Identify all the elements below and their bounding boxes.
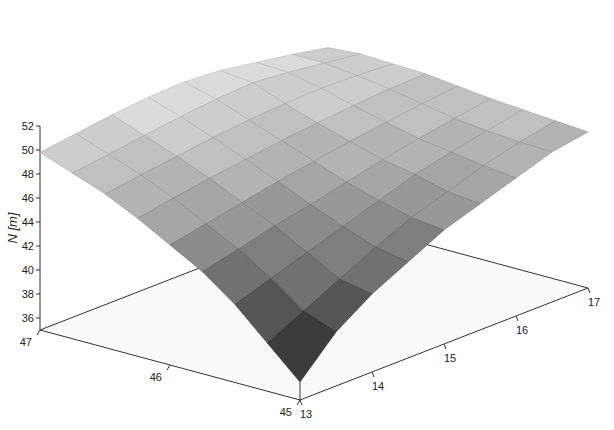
- svg-text:N [m]: N [m]: [5, 212, 20, 243]
- svg-text:44: 44: [22, 216, 34, 228]
- svg-text:48: 48: [22, 168, 34, 180]
- svg-text:16: 16: [516, 324, 528, 336]
- svg-text:42: 42: [22, 240, 34, 252]
- svg-text:14: 14: [372, 380, 384, 392]
- svg-text:47: 47: [20, 336, 32, 348]
- svg-text:15: 15: [444, 352, 456, 364]
- svg-text:38: 38: [22, 288, 34, 300]
- svg-text:50: 50: [22, 144, 34, 156]
- svg-text:52: 52: [22, 120, 34, 132]
- svg-text:17: 17: [588, 296, 600, 308]
- svg-text:46: 46: [150, 371, 162, 383]
- svg-text:13: 13: [300, 408, 312, 420]
- svg-text:45: 45: [280, 406, 292, 418]
- svg-text:46: 46: [22, 192, 34, 204]
- svg-text:40: 40: [22, 264, 34, 276]
- svg-text:36: 36: [22, 312, 34, 324]
